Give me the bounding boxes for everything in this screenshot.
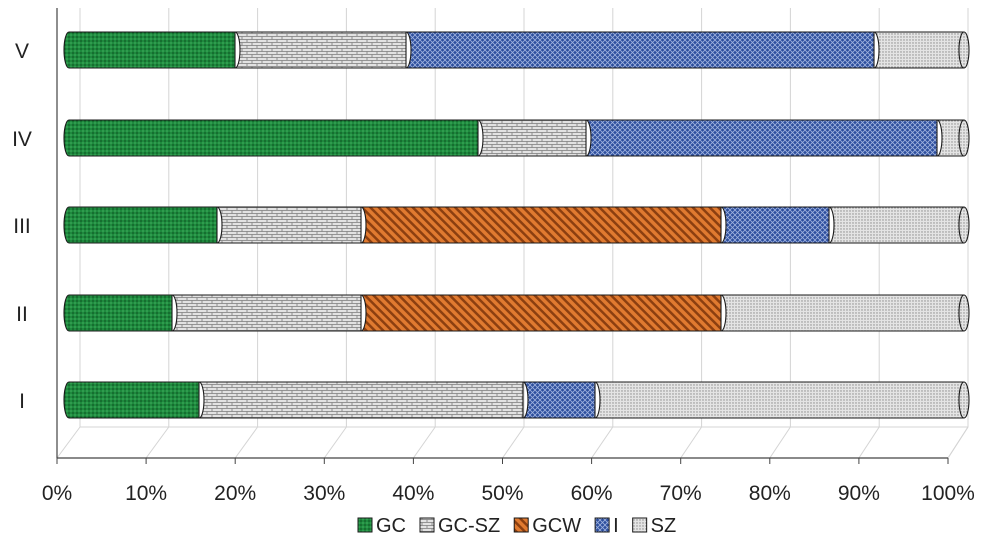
bar-segment-gcw-ii bbox=[361, 295, 721, 331]
bar-end-cap-v bbox=[959, 32, 969, 68]
legend-label-gc: GC bbox=[376, 515, 406, 537]
bar-segment-gc-sz-ii bbox=[172, 295, 361, 331]
legend-label-i: I bbox=[613, 515, 619, 537]
legend-swatch-sz bbox=[633, 518, 647, 532]
x-tick-label: 70% bbox=[660, 482, 702, 505]
gridline-floor bbox=[235, 427, 257, 458]
bar-segment-sz-i bbox=[595, 382, 964, 418]
category-label-ii: II bbox=[16, 303, 28, 326]
bar-segment-gc-sz-iv bbox=[478, 120, 586, 156]
x-tick-label: 60% bbox=[571, 482, 613, 505]
bar-segment-sz-v bbox=[874, 32, 964, 68]
bar-segment-sz-ii bbox=[721, 295, 964, 331]
x-tick-label: 50% bbox=[481, 482, 523, 505]
bar-segment-gc-iv bbox=[64, 120, 478, 156]
legend-label-gcw: GCW bbox=[532, 515, 581, 537]
category-label-i: I bbox=[19, 390, 25, 413]
bar-segment-gc-ii bbox=[64, 295, 172, 331]
gridline-floor bbox=[324, 427, 346, 458]
bar-end-cap-iii bbox=[959, 207, 969, 243]
gridline-floor bbox=[592, 427, 613, 458]
bar-segment-i-v bbox=[406, 32, 874, 68]
category-label-v: V bbox=[15, 40, 29, 63]
bar-segment-i-iii bbox=[721, 207, 829, 243]
x-tick-label: 0% bbox=[42, 482, 72, 505]
gridline-floor bbox=[681, 427, 702, 458]
x-tick-label: 10% bbox=[125, 482, 167, 505]
gridline-floor bbox=[146, 427, 169, 458]
gridline-floor bbox=[859, 427, 879, 458]
bar-segment-gc-sz-i bbox=[199, 382, 523, 418]
gridline-floor bbox=[413, 427, 435, 458]
gridline-floor bbox=[57, 427, 80, 458]
bar-segment-i-iv bbox=[586, 120, 937, 156]
legend-label-gc-sz: GC-SZ bbox=[438, 515, 500, 537]
legend-label-sz: SZ bbox=[651, 515, 677, 537]
bar-segment-gc-sz-v bbox=[235, 32, 406, 68]
legend-swatch-gc-sz bbox=[420, 518, 434, 532]
bar-segment-gc-sz-iii bbox=[217, 207, 361, 243]
chart-tick-labels: 0% 10% 20% 30% 40% 50% 60% 70% 80% 90% 100% bbox=[42, 482, 975, 505]
legend-swatch-i bbox=[595, 518, 609, 532]
chart-bars bbox=[64, 32, 969, 418]
legend-swatch-gcw bbox=[514, 518, 528, 532]
gridline-floor bbox=[770, 427, 791, 458]
category-label-iv: IV bbox=[12, 128, 32, 151]
bar-segment-i-i bbox=[523, 382, 595, 418]
bar-segment-gc-i bbox=[64, 382, 199, 418]
x-tick-label: 100% bbox=[921, 482, 975, 505]
bar-end-cap-iv bbox=[959, 120, 969, 156]
x-tick-label: 30% bbox=[303, 482, 345, 505]
bar-segment-gc-iii bbox=[64, 207, 217, 243]
gridline-floor bbox=[503, 427, 525, 458]
x-tick-label: 20% bbox=[214, 482, 256, 505]
x-tick-label: 80% bbox=[749, 482, 791, 505]
bar-segment-sz-iii bbox=[829, 207, 964, 243]
bar-end-cap-ii bbox=[959, 295, 969, 331]
category-label-iii: III bbox=[13, 215, 31, 238]
legend-swatch-gc bbox=[358, 518, 372, 532]
x-tick-label: 40% bbox=[392, 482, 434, 505]
bar-segment-gc-v bbox=[64, 32, 235, 68]
chart-legend: GC GC-SZ GCW I SZ bbox=[358, 515, 676, 537]
x-tick-label: 90% bbox=[838, 482, 880, 505]
floor-right-edge bbox=[948, 427, 968, 458]
bar-end-cap-i bbox=[959, 382, 969, 418]
bar-segment-gcw-iii bbox=[361, 207, 721, 243]
